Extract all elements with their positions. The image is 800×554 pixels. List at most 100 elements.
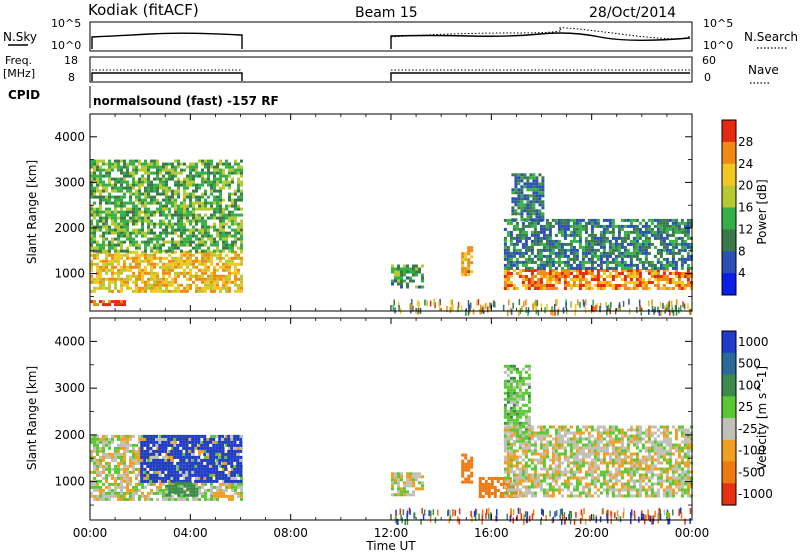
velocity-range-gate-cell [511,492,515,495]
power-range-gate-cell [99,189,102,193]
velocity-range-gate-cell [233,455,237,459]
power-range-gate-cell [162,243,165,247]
power-range-gate-cell [470,302,472,309]
power-range-gate-cell [563,251,567,255]
power-range-gate-cell [461,252,465,256]
power-range-gate-cell [174,265,177,269]
power-range-gate-cell [156,280,159,284]
beam-title: Beam 15 [355,5,418,21]
power-range-gate-cell [520,200,524,204]
velocity-range-gate-cell [527,415,531,419]
velocity-range-gate-cell [224,467,228,471]
power-range-gate-cell [111,271,114,275]
power-range-gate-cell [147,231,150,235]
power-range-gate-cell [108,183,111,187]
velocity-range-gate-cell [144,497,147,501]
power-range-gate-cell [532,185,536,189]
velocity-range-gate-cell [156,488,159,492]
power-range-gate-cell [135,183,138,187]
velocity-echo-region [461,453,474,484]
velocity-range-gate-cell [138,455,141,459]
power-range-gate-cell [150,219,153,223]
power-range-gate-cell [602,239,606,243]
power-range-gate-cell [662,302,664,309]
velocity-range-gate-cell [527,418,531,422]
power-range-gate-cell [120,201,123,205]
velocity-range-gate-cell [171,494,174,498]
velocity-range-gate-cell [213,494,216,498]
power-range-gate-cell [605,230,609,234]
velocity-range-gate-cell [418,472,421,476]
velocity-range-gate-cell [144,494,147,498]
velocity-range-gate-cell [515,439,519,443]
power-range-gate-cell [135,228,138,232]
velocity-range-gate-cell [206,443,210,447]
power-range-gate-cell [651,305,654,312]
power-range-gate-cell [451,304,453,311]
power-range-gate-cell [141,225,144,229]
power-range-gate-cell [617,260,621,264]
power-range-gate-cell [156,237,159,241]
power-range-gate-cell [548,245,552,249]
velocity-range-gate-cell [506,467,510,471]
power-range-gate-cell [138,198,141,202]
velocity-range-gate-cell [209,455,213,459]
power-range-gate-cell [575,230,579,234]
power-range-gate-cell [219,265,222,269]
power-range-gate-cell [536,257,540,261]
velocity-range-gate-cell [150,491,153,495]
velocity-range-gate-cell [506,388,510,392]
power-range-gate-cell [165,231,168,235]
velocity-range-gate-cell [155,464,159,468]
power-range-gate-cell [111,300,114,304]
velocity-range-gate-cell [170,470,174,474]
power-range-gate-cell [96,265,99,269]
power-range-gate-cell [548,263,552,267]
power-range-gate-cell [228,210,231,214]
power-range-gate-cell [120,303,123,307]
power-range-gate-cell [117,249,120,253]
velocity-range-gate-cell [215,479,219,483]
power-range-gate-cell [542,233,546,237]
power-range-gate-cell [180,219,183,223]
velocity-range-gate-cell [512,376,516,380]
power-range-gate-cell [551,306,553,313]
power-range-gate-cell [219,277,222,281]
power-range-gate-cell [506,263,510,267]
power-range-gate-cell [507,309,509,316]
power-range-gate-cell [219,186,222,190]
power-range-gate-cell [578,275,582,278]
power-range-gate-cell [503,281,507,284]
power-range-gate-cell [132,274,135,278]
power-range-gate-cell [225,159,228,163]
velocity-range-gate-cell [192,497,195,501]
power-range-gate-cell [514,173,518,177]
velocity-range-gate-cell [99,488,102,492]
velocity-range-gate-cell [204,494,207,498]
power-range-gate-cell [529,176,533,180]
power-range-gate-cell [521,236,525,240]
power-range-gate-cell [662,275,666,278]
velocity-range-gate-cell [518,406,522,410]
power-range-gate-cell [620,218,624,222]
velocity-range-gate-cell [506,409,510,413]
power-range-gate-cell [590,266,594,270]
power-range-gate-cell [177,228,180,232]
power-range-gate-cell [126,174,129,178]
velocity-range-gate-cell [99,458,102,462]
power-range-gate-cell [647,245,651,249]
power-range-gate-cell [138,277,141,281]
velocity-range-gate-cell [400,472,403,476]
velocity-range-gate-cell [506,476,510,480]
power-range-gate-cell [129,210,132,214]
power-range-gate-cell [156,210,159,214]
velocity-range-gate-cell [212,449,216,453]
power-range-gate-cell [183,192,186,196]
power-range-gate-cell [96,277,99,281]
power-range-gate-cell [623,263,627,267]
power-range-gate-cell [674,245,678,249]
power-range-gate-cell [593,251,597,255]
velocity-range-gate-cell [132,494,135,498]
power-range-gate-cell [548,272,552,275]
power-range-gate-cell [126,186,129,190]
